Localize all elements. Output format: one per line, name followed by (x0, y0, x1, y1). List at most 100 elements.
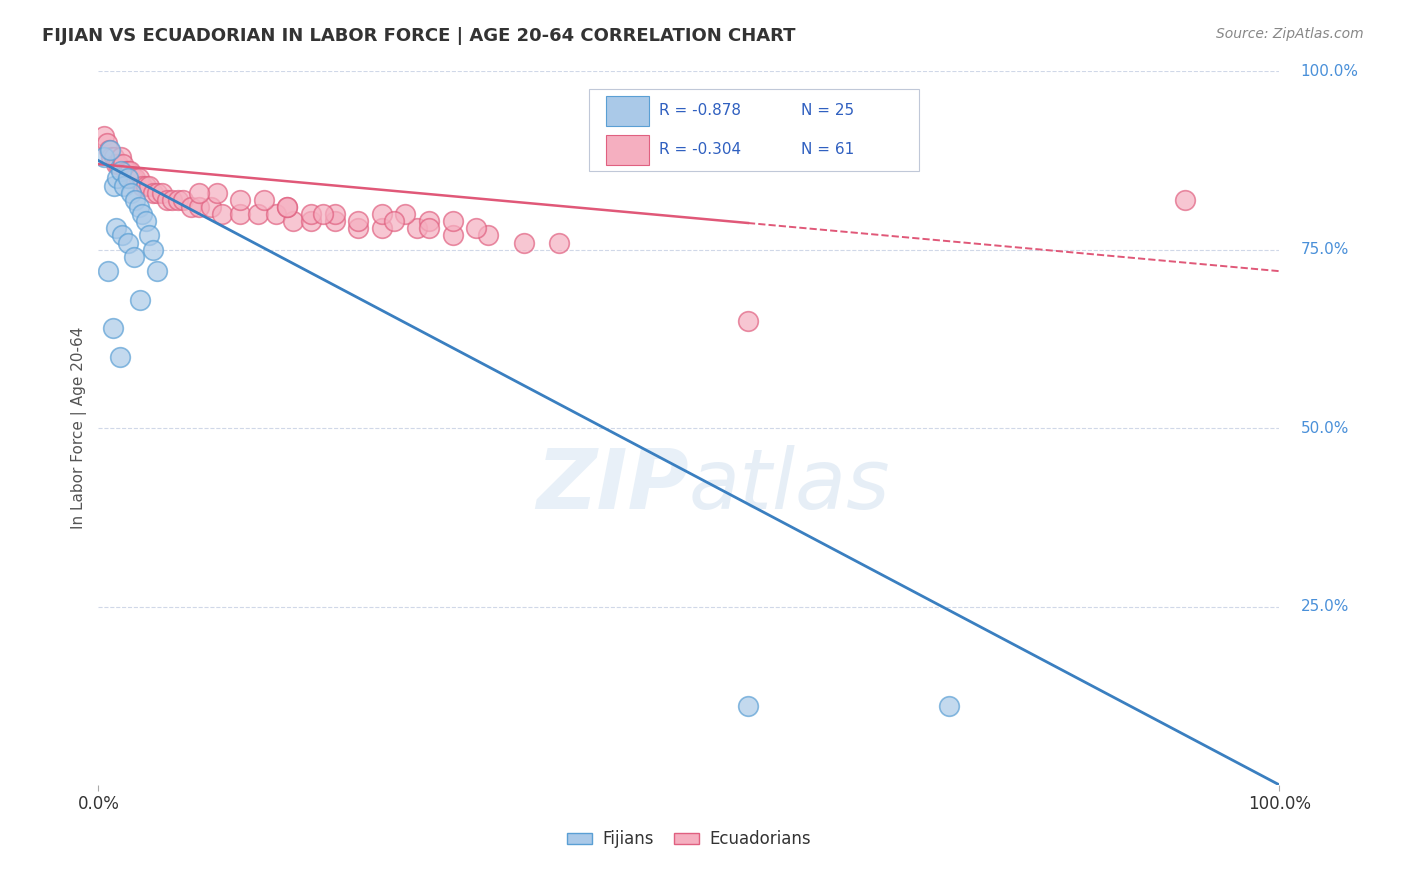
Point (105, 171, 128, 186)
Text: R = -0.878: R = -0.878 (659, 103, 741, 119)
Point (166, 193, 188, 207)
Point (98, 143, 121, 157)
Point (477, 228, 499, 243)
Point (211, 207, 233, 221)
Point (107, 157, 129, 171)
Point (441, 214, 464, 228)
Point (382, 214, 405, 228)
Point (205, 186, 228, 200)
Point (117, 235, 139, 250)
Text: 75.0%: 75.0% (1301, 243, 1348, 257)
Point (150, 186, 173, 200)
Point (160, 193, 183, 207)
Point (105, 221, 128, 235)
Point (101, 321, 124, 335)
Point (548, 235, 571, 250)
Point (180, 200, 202, 214)
Point (96, 136, 118, 150)
Point (98, 143, 121, 157)
FancyBboxPatch shape (606, 135, 648, 165)
Text: 25.0%: 25.0% (1301, 599, 1348, 614)
Point (323, 207, 346, 221)
Point (146, 264, 169, 278)
Point (131, 178, 153, 193)
Point (737, 699, 759, 714)
Point (117, 164, 139, 178)
Text: 50.0%: 50.0% (1301, 421, 1348, 435)
Point (246, 207, 269, 221)
Point (312, 207, 335, 221)
Point (465, 221, 488, 235)
Text: 100.0%: 100.0% (1301, 64, 1358, 78)
Point (131, 207, 153, 221)
FancyBboxPatch shape (606, 96, 648, 126)
Point (347, 221, 370, 235)
Point (172, 193, 194, 207)
Point (128, 293, 150, 307)
Y-axis label: In Labor Force | Age 20-64: In Labor Force | Age 20-64 (72, 327, 87, 529)
Point (229, 207, 252, 221)
Point (93, 128, 115, 143)
Point (114, 164, 136, 178)
Point (347, 214, 370, 228)
Point (394, 207, 416, 221)
Point (105, 157, 128, 171)
Point (441, 228, 464, 243)
Point (229, 193, 252, 207)
Text: atlas: atlas (689, 445, 890, 525)
Point (128, 171, 150, 186)
Point (100, 150, 122, 164)
Point (299, 214, 322, 228)
Point (103, 150, 125, 164)
Point (124, 193, 146, 207)
Point (323, 214, 346, 228)
Point (737, 314, 759, 328)
Point (418, 214, 440, 228)
Point (124, 171, 146, 186)
Point (138, 178, 160, 193)
Point (512, 235, 534, 250)
Point (276, 200, 298, 214)
Point (156, 193, 179, 207)
Point (138, 228, 160, 243)
Legend: Fijians, Ecuadorians: Fijians, Ecuadorians (561, 824, 817, 855)
Point (1174, 193, 1197, 207)
Point (264, 207, 287, 221)
Point (283, 214, 305, 228)
Point (253, 193, 276, 207)
Point (93, 150, 115, 164)
Text: Source: ZipAtlas.com: Source: ZipAtlas.com (1216, 27, 1364, 41)
Text: ZIP: ZIP (536, 445, 689, 525)
Point (187, 200, 209, 214)
Point (371, 207, 394, 221)
Point (406, 221, 429, 235)
Point (200, 200, 222, 214)
Text: N = 61: N = 61 (801, 143, 855, 157)
Point (938, 699, 960, 714)
Point (110, 150, 132, 164)
Point (117, 171, 139, 186)
Point (120, 164, 142, 178)
Point (111, 228, 134, 243)
Text: R = -0.304: R = -0.304 (659, 143, 741, 157)
Point (97, 264, 120, 278)
Text: N = 25: N = 25 (801, 103, 855, 119)
Text: FIJIAN VS ECUADORIAN IN LABOR FORCE | AGE 20-64 CORRELATION CHART: FIJIAN VS ECUADORIAN IN LABOR FORCE | AG… (42, 27, 796, 45)
Point (142, 186, 165, 200)
Point (122, 250, 145, 264)
Point (110, 164, 132, 178)
Point (146, 186, 169, 200)
Point (128, 200, 150, 214)
Point (103, 178, 125, 193)
Point (135, 178, 157, 193)
Point (276, 200, 298, 214)
FancyBboxPatch shape (589, 89, 920, 171)
Point (187, 186, 209, 200)
Point (121, 171, 143, 186)
Point (299, 207, 322, 221)
Point (135, 214, 157, 228)
Point (418, 221, 440, 235)
Point (108, 350, 131, 364)
Point (112, 157, 135, 171)
Point (142, 243, 165, 257)
